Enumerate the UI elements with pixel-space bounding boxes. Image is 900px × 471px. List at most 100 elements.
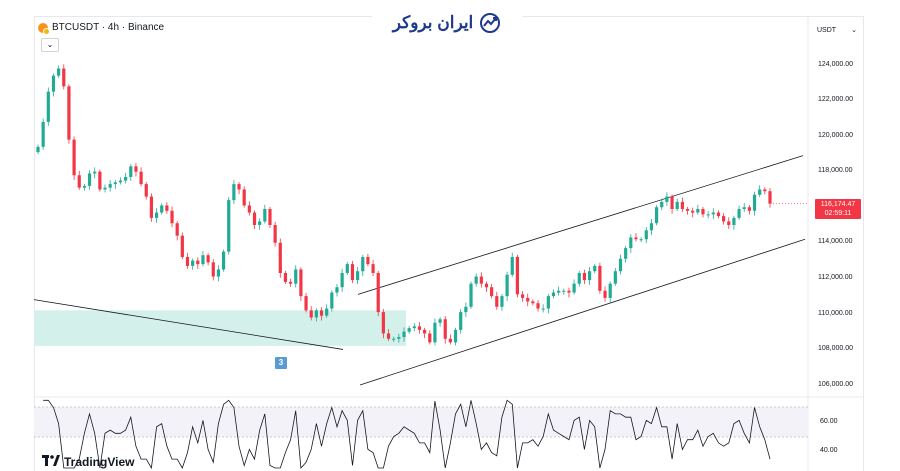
candle-body bbox=[361, 257, 365, 272]
symbol-bar[interactable]: BTCUSDT · 4h · Binance bbox=[38, 22, 165, 35]
candle-body bbox=[608, 283, 612, 298]
candle-body bbox=[505, 274, 509, 297]
candle-body bbox=[551, 292, 556, 297]
candle-body bbox=[206, 255, 210, 263]
candle-body bbox=[577, 273, 581, 284]
candle-body bbox=[278, 242, 282, 273]
candle-body bbox=[180, 235, 184, 257]
last-price-badge: 116,174.47 02:59:11 bbox=[815, 199, 861, 219]
candle-body bbox=[618, 258, 623, 272]
candle-body bbox=[448, 338, 452, 343]
channel-upper-line bbox=[357, 155, 804, 295]
candle-body bbox=[325, 308, 329, 316]
candle-body bbox=[87, 173, 92, 186]
candle-body bbox=[526, 297, 530, 302]
candle-body bbox=[654, 207, 659, 224]
brand-logo: ایران بروکر bbox=[372, 6, 522, 40]
candle-body bbox=[330, 292, 334, 309]
candle-body bbox=[113, 182, 117, 185]
candle-body bbox=[366, 257, 370, 265]
candle-body bbox=[201, 255, 205, 265]
candle-body bbox=[103, 187, 107, 190]
candle-body bbox=[582, 273, 587, 281]
candle-body bbox=[696, 209, 700, 213]
candle-body bbox=[572, 283, 576, 293]
bar-countdown: 02:59:11 bbox=[824, 210, 852, 217]
candle-body bbox=[221, 251, 226, 270]
tradingview-logo[interactable]: TradingView bbox=[42, 455, 134, 469]
candle-body bbox=[258, 221, 262, 225]
candle-body bbox=[242, 189, 246, 206]
symbol-label: BTCUSDT · 4h · Binance bbox=[52, 22, 165, 33]
candle-body bbox=[381, 312, 385, 334]
candle-body bbox=[402, 331, 406, 337]
candle-body bbox=[72, 139, 76, 176]
candle-body bbox=[350, 264, 355, 281]
price-tick: 122,000.00 bbox=[818, 96, 854, 103]
candle-body bbox=[149, 196, 154, 218]
candle-body bbox=[587, 271, 592, 281]
candle-body bbox=[237, 184, 241, 190]
candle-body bbox=[371, 264, 375, 273]
candle-body bbox=[510, 257, 514, 275]
candle-body bbox=[196, 260, 200, 265]
candle-body bbox=[232, 184, 236, 201]
candle-body bbox=[417, 326, 422, 330]
candle-body bbox=[670, 196, 674, 209]
rsi-tick: 60.00 bbox=[820, 418, 838, 425]
candle-body bbox=[531, 301, 535, 304]
collapse-button[interactable]: ⌄ bbox=[41, 38, 59, 52]
price-tick: 106,000.00 bbox=[818, 381, 854, 388]
candle-body bbox=[515, 257, 520, 295]
candle-body bbox=[634, 237, 638, 240]
rsi-band bbox=[34, 407, 808, 437]
chart-trend-icon bbox=[480, 13, 501, 33]
rsi-line bbox=[43, 399, 771, 470]
candle-body bbox=[546, 296, 550, 309]
candle-body bbox=[500, 296, 504, 307]
candle-body bbox=[36, 146, 40, 153]
candle-body bbox=[490, 287, 494, 297]
tradingview-icon bbox=[42, 455, 60, 469]
channel-lower-line bbox=[359, 238, 806, 386]
candle-body bbox=[660, 201, 664, 208]
candle-body bbox=[649, 223, 654, 231]
candle-body bbox=[598, 265, 602, 291]
chevron-down-icon: ⌄ bbox=[46, 40, 54, 49]
candle-body bbox=[283, 273, 288, 282]
candle-body bbox=[737, 209, 741, 218]
candle-body bbox=[41, 121, 45, 147]
candle-body bbox=[752, 194, 757, 211]
candle-body bbox=[62, 68, 66, 87]
candle-body bbox=[216, 269, 221, 277]
brand-name: ایران بروکر bbox=[392, 13, 474, 32]
candle-body bbox=[567, 290, 571, 293]
currency-select[interactable]: USDT ⌄ bbox=[812, 22, 862, 38]
candle-body bbox=[407, 328, 411, 332]
candle-body bbox=[309, 310, 313, 318]
candle-body bbox=[459, 312, 463, 330]
candle-body bbox=[732, 217, 736, 225]
candle-body bbox=[288, 281, 293, 284]
candle-body bbox=[356, 271, 360, 281]
candle-body bbox=[294, 269, 298, 284]
price-tick: 108,000.00 bbox=[818, 345, 854, 352]
price-tick: 114,000.00 bbox=[818, 238, 853, 245]
candle-body bbox=[340, 273, 344, 288]
rsi-tick: 40.00 bbox=[820, 447, 838, 454]
candle-body bbox=[335, 287, 339, 293]
candle-body bbox=[742, 207, 746, 209]
candle-body bbox=[639, 239, 643, 241]
candle-body bbox=[629, 237, 633, 249]
currency-value: USDT bbox=[817, 26, 837, 34]
tradingview-label: TradingView bbox=[64, 455, 135, 469]
candle-body bbox=[124, 177, 128, 181]
candle-body bbox=[675, 201, 679, 209]
candle-body bbox=[247, 205, 251, 213]
candle-body bbox=[77, 175, 81, 188]
price-tick: 110,000.00 bbox=[818, 310, 853, 317]
price-tick: 124,000.00 bbox=[818, 61, 854, 68]
candle-body bbox=[711, 212, 715, 215]
